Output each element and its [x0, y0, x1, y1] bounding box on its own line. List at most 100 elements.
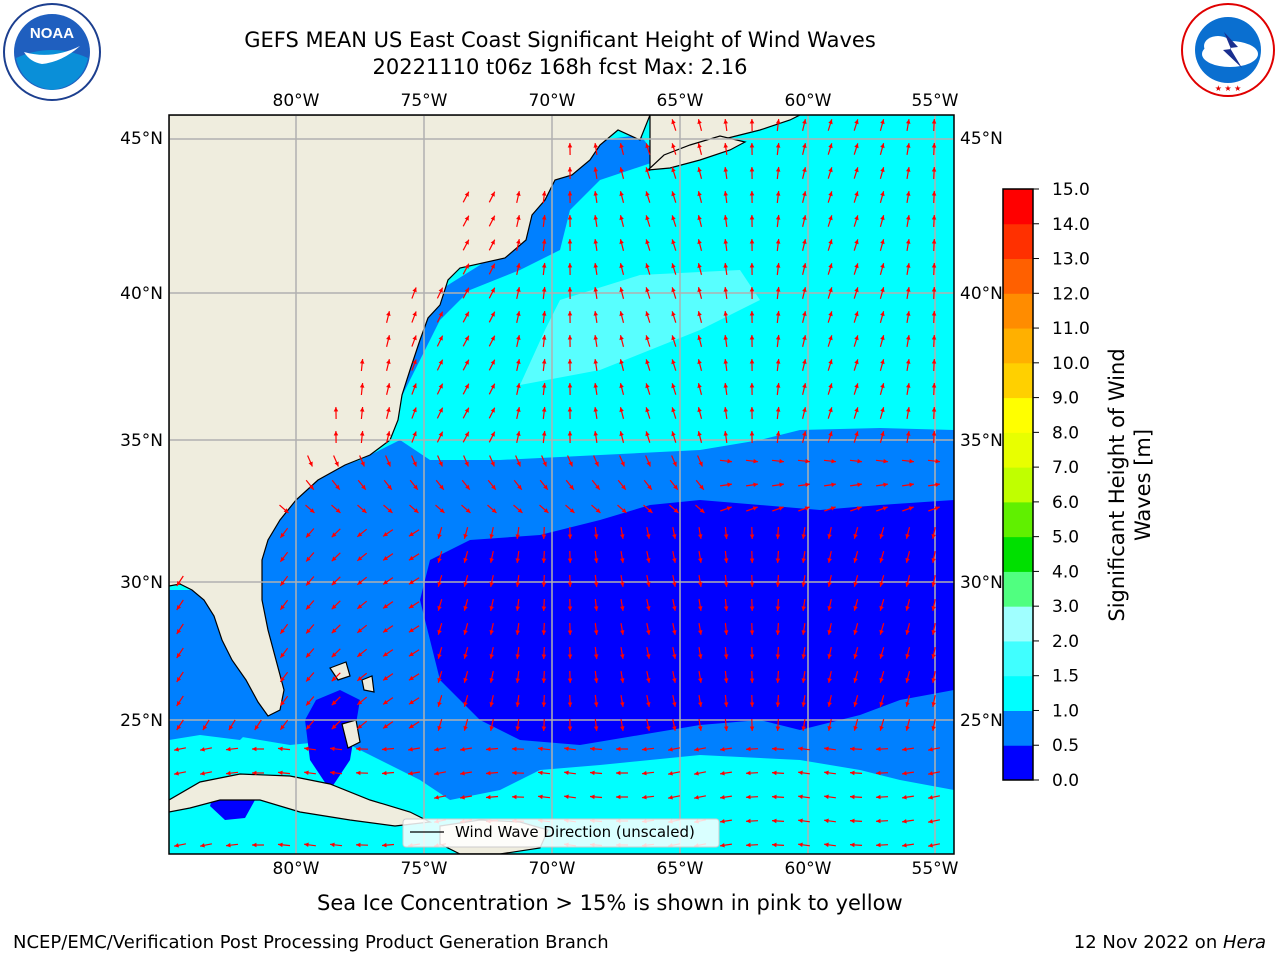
lon-tick-top: 75°W: [401, 91, 448, 111]
colorbar-segment: [1003, 432, 1033, 468]
wave-arrow-head: [697, 239, 702, 245]
svg-text:★ ★ ★: ★ ★ ★: [1215, 84, 1242, 93]
wave-arrow-head: [280, 604, 285, 610]
wave-arrow-head: [879, 557, 884, 563]
wave-arrow-head: [935, 458, 940, 464]
wave-arrow-head: [439, 508, 445, 513]
colorbar-tick-label: 0.0: [1052, 771, 1079, 791]
wave-arrow-head: [902, 843, 907, 848]
wave-arrow-head: [882, 506, 888, 511]
wave-arrow-head: [775, 359, 781, 364]
wave-arrow-head: [516, 311, 521, 316]
wave-arrow-head: [383, 532, 388, 537]
wave-arrow-head: [697, 311, 702, 317]
wave-arrow-head: [879, 533, 884, 539]
wave-arrow-head: [616, 770, 621, 776]
wave-arrow-head: [516, 383, 521, 388]
wave-arrow-head: [880, 287, 885, 293]
wave-arrow-head: [590, 794, 595, 800]
lat-tick-right: 30°N: [960, 573, 1003, 593]
wave-arrow-head: [567, 239, 573, 244]
wave-arrow-head: [386, 335, 391, 340]
wave-arrow-head: [879, 653, 884, 659]
wave-arrow-head: [749, 239, 755, 244]
wave-arrow-head: [726, 506, 732, 511]
wave-arrow-head: [698, 461, 703, 467]
wave-arrow-head: [779, 482, 784, 487]
wave-arrow-head: [304, 770, 309, 775]
wave-arrow-head: [516, 263, 521, 268]
wave-arrow-head: [931, 606, 936, 611]
wave-arrow-head: [671, 215, 676, 221]
wave-arrow-head: [697, 119, 702, 125]
wave-arrow-head: [671, 431, 676, 437]
wave-arrow-head: [517, 484, 522, 490]
wave-arrow-head: [909, 482, 914, 487]
wave-arrow-head: [515, 606, 520, 611]
wave-arrow-head: [228, 725, 234, 731]
wave-arrow-head: [827, 534, 832, 539]
colorbar-segment: [1003, 328, 1033, 364]
colorbar-segment: [1003, 467, 1033, 503]
wave-arrow-head: [306, 724, 311, 730]
wave-arrow-head: [772, 842, 777, 848]
wave-arrow-head: [359, 431, 365, 436]
wave-arrow-head: [802, 287, 807, 292]
wave-arrow-head: [541, 654, 547, 659]
wave-arrow-head: [252, 770, 257, 776]
wave-arrow-head: [252, 746, 257, 752]
wave-arrow-head: [694, 747, 699, 752]
wave-arrow-head: [906, 359, 911, 364]
wave-arrow-head: [668, 747, 673, 752]
wave-arrow-head: [464, 383, 469, 389]
ocean-band-0-0: [420, 500, 954, 745]
wave-arrow-head: [853, 629, 858, 635]
colorbar-tick-label: 11.0: [1052, 319, 1090, 339]
wave-arrow-head: [621, 508, 627, 513]
wave-arrow-head: [827, 630, 832, 635]
wave-arrow-head: [905, 629, 910, 635]
wave-arrow-head: [620, 726, 625, 731]
lat-tick-right: 45°N: [960, 129, 1003, 149]
wave-arrow-head: [438, 461, 443, 467]
wave-arrow-head: [723, 167, 728, 172]
wave-arrow-head: [902, 771, 907, 776]
wave-arrow-head: [749, 678, 755, 683]
wave-arrow-head: [437, 533, 442, 539]
map-legend: Wind Wave Direction (unscaled): [402, 818, 720, 848]
wave-arrow-head: [464, 239, 469, 245]
wave-arrow-head: [931, 167, 937, 172]
wave-arrow-head: [357, 604, 363, 609]
wave-arrow-head: [567, 215, 573, 220]
wave-arrow-head: [909, 458, 914, 464]
wave-arrow-head: [671, 263, 676, 269]
lon-tick-bottom: 75°W: [401, 859, 448, 879]
wave-arrow-head: [828, 119, 833, 125]
wave-arrow-head: [280, 724, 285, 730]
land-bahamas-2: [341, 719, 361, 749]
wave-arrow-head: [408, 723, 414, 729]
wave-arrow-head: [642, 770, 647, 776]
wave-arrow-head: [672, 702, 677, 707]
wave-arrow-head: [672, 678, 677, 683]
wave-arrow-head: [749, 191, 755, 196]
wave-arrow-head: [646, 726, 651, 731]
wave-arrow-head: [672, 630, 677, 635]
nws-logo: ★ ★ ★: [1181, 3, 1275, 97]
wave-arrow-head: [827, 678, 832, 683]
wave-arrow-head: [593, 582, 599, 587]
wave-arrow-head: [698, 630, 703, 635]
wave-arrow-head: [568, 461, 573, 467]
wave-arrow-head: [828, 239, 833, 245]
wave-arrow-head: [620, 702, 625, 707]
wave-arrow-head: [931, 726, 936, 731]
colorbar-tick-label: 3.0: [1052, 597, 1079, 617]
wave-arrow-head: [280, 676, 285, 682]
wave-arrow-head: [876, 746, 881, 752]
wave-arrow-head: [801, 582, 806, 587]
wave-arrow-head: [671, 191, 676, 197]
wave-arrow-head: [515, 726, 520, 731]
wave-arrow-head: [593, 726, 599, 731]
wave-arrow-head: [541, 582, 547, 587]
wave-arrow-head: [517, 508, 523, 513]
